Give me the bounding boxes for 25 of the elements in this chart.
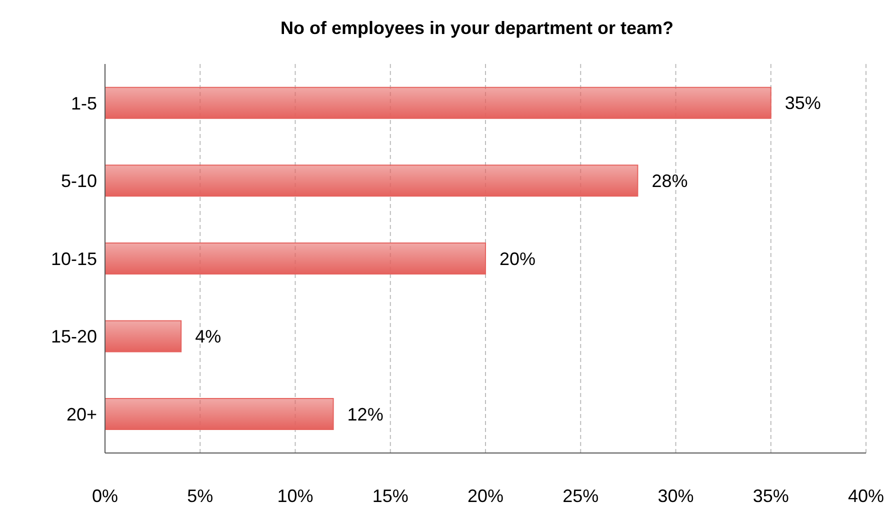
data-label: 20% <box>500 248 536 269</box>
bar <box>105 398 334 430</box>
data-label: 28% <box>652 171 688 192</box>
x-tick-label: 10% <box>277 486 314 506</box>
x-tick-label: 40% <box>848 486 884 506</box>
x-tick-label: 35% <box>752 486 789 506</box>
bar <box>105 320 182 352</box>
chart-title: No of employees in your department or team? <box>279 17 675 40</box>
data-label: 4% <box>195 326 222 347</box>
bar <box>105 164 638 197</box>
x-tick-label: 25% <box>562 486 599 506</box>
data-label: 12% <box>347 404 384 424</box>
x-tick-label: 20% <box>467 486 504 506</box>
data-label: 35% <box>784 93 821 114</box>
bar <box>105 86 772 119</box>
y-tick-label: 10-15 <box>50 248 97 269</box>
bar <box>105 242 486 274</box>
x-tick-label: 5% <box>187 486 214 506</box>
y-tick-label: 15-20 <box>50 326 97 347</box>
y-tick-label: 20+ <box>66 404 97 424</box>
x-tick-label: 15% <box>372 486 408 506</box>
x-tick-label: 30% <box>658 486 694 506</box>
y-tick-label: 5-10 <box>60 171 97 192</box>
x-tick-label: 0% <box>92 486 118 506</box>
y-tick-label: 1-5 <box>70 93 97 114</box>
